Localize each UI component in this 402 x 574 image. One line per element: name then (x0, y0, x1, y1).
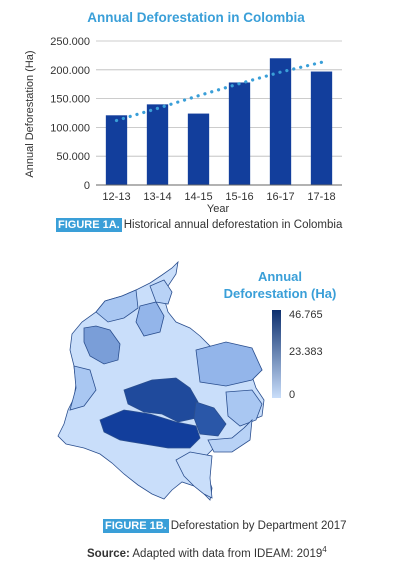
bar (228, 82, 251, 185)
map-legend-colorbar (272, 310, 281, 398)
x-tick-label: 16-17 (266, 191, 294, 203)
x-axis-label: Year (207, 203, 230, 215)
map-legend-title-line1: Annual (258, 269, 302, 284)
map-region-caqueta (99, 409, 201, 449)
chart-title: Annual Deforestation in Colombia (87, 10, 305, 25)
y-tick-label: 150.000 (50, 94, 90, 106)
y-axis-label: Annual Deforestation (Ha) (24, 50, 36, 177)
x-tick-label: 13-14 (143, 191, 171, 203)
map-region-guaviare (193, 401, 227, 437)
map-region-antioquia (83, 325, 121, 365)
figure-1a-text: Historical annual deforestation in Colom… (123, 219, 343, 231)
bar (269, 58, 292, 185)
map-legend-max: 46.765 (289, 309, 323, 321)
figure-1a-tag: FIGURE 1A. (56, 218, 122, 232)
source-footnote-ref: 4 (322, 545, 327, 554)
map-region-vaupes (207, 418, 253, 453)
y-tick-label: 250.000 (50, 36, 90, 48)
map-region-arauca (149, 279, 173, 305)
x-tick-label: 12-13 (102, 191, 130, 203)
y-tick-labels: 0 50.000 100.000 150.000 200.000 250.000 (50, 36, 90, 192)
map-legend-title-line2: Deforestation (Ha) (224, 286, 337, 301)
figure-1a-caption: FIGURE 1A. Historical annual deforestatio… (56, 218, 342, 232)
map-region-vichada (195, 341, 263, 387)
x-tick-label: 15-16 (225, 191, 253, 203)
source-note: Source: Adapted with data from IDEAM: 20… (87, 545, 327, 560)
map-region-pacific (69, 365, 97, 411)
bar (310, 71, 333, 185)
source-text: Adapted with data from IDEAM: 2019 (132, 547, 323, 560)
y-tick-label: 0 (84, 180, 90, 192)
figure-1b-caption: FIGURE 1B. Deforestation by Department 20… (103, 519, 347, 533)
map-region-guainia (225, 389, 263, 427)
bars (105, 58, 333, 185)
source-label: Source: (87, 547, 130, 560)
x-tick-label: 14-15 (184, 191, 212, 203)
gridlines (96, 40, 342, 157)
figure-1b-tag: FIGURE 1B. (103, 519, 169, 533)
trend-line-path (114, 60, 324, 123)
y-tick-label: 50.000 (56, 151, 90, 163)
x-tick-label: 17-18 (307, 191, 335, 203)
bar (187, 113, 210, 185)
bar (105, 115, 128, 185)
map-region-north-west (95, 289, 139, 323)
trend-line (114, 60, 324, 123)
y-tick-label: 200.000 (50, 65, 90, 77)
map-legend-mid: 23.383 (289, 346, 323, 358)
map-legend-min: 0 (289, 389, 295, 401)
bar (146, 104, 169, 185)
figure-1b-text: Deforestation by Department 2017 (170, 520, 347, 532)
y-tick-label: 100.000 (50, 122, 90, 134)
x-tick-labels: 12-13 13-14 14-15 15-16 16-17 17-18 (102, 191, 335, 203)
map-region-amazonas (175, 451, 213, 499)
bar-chart: Annual Deforestation in Colombia Annual … (24, 10, 342, 215)
map-regions (57, 260, 265, 501)
